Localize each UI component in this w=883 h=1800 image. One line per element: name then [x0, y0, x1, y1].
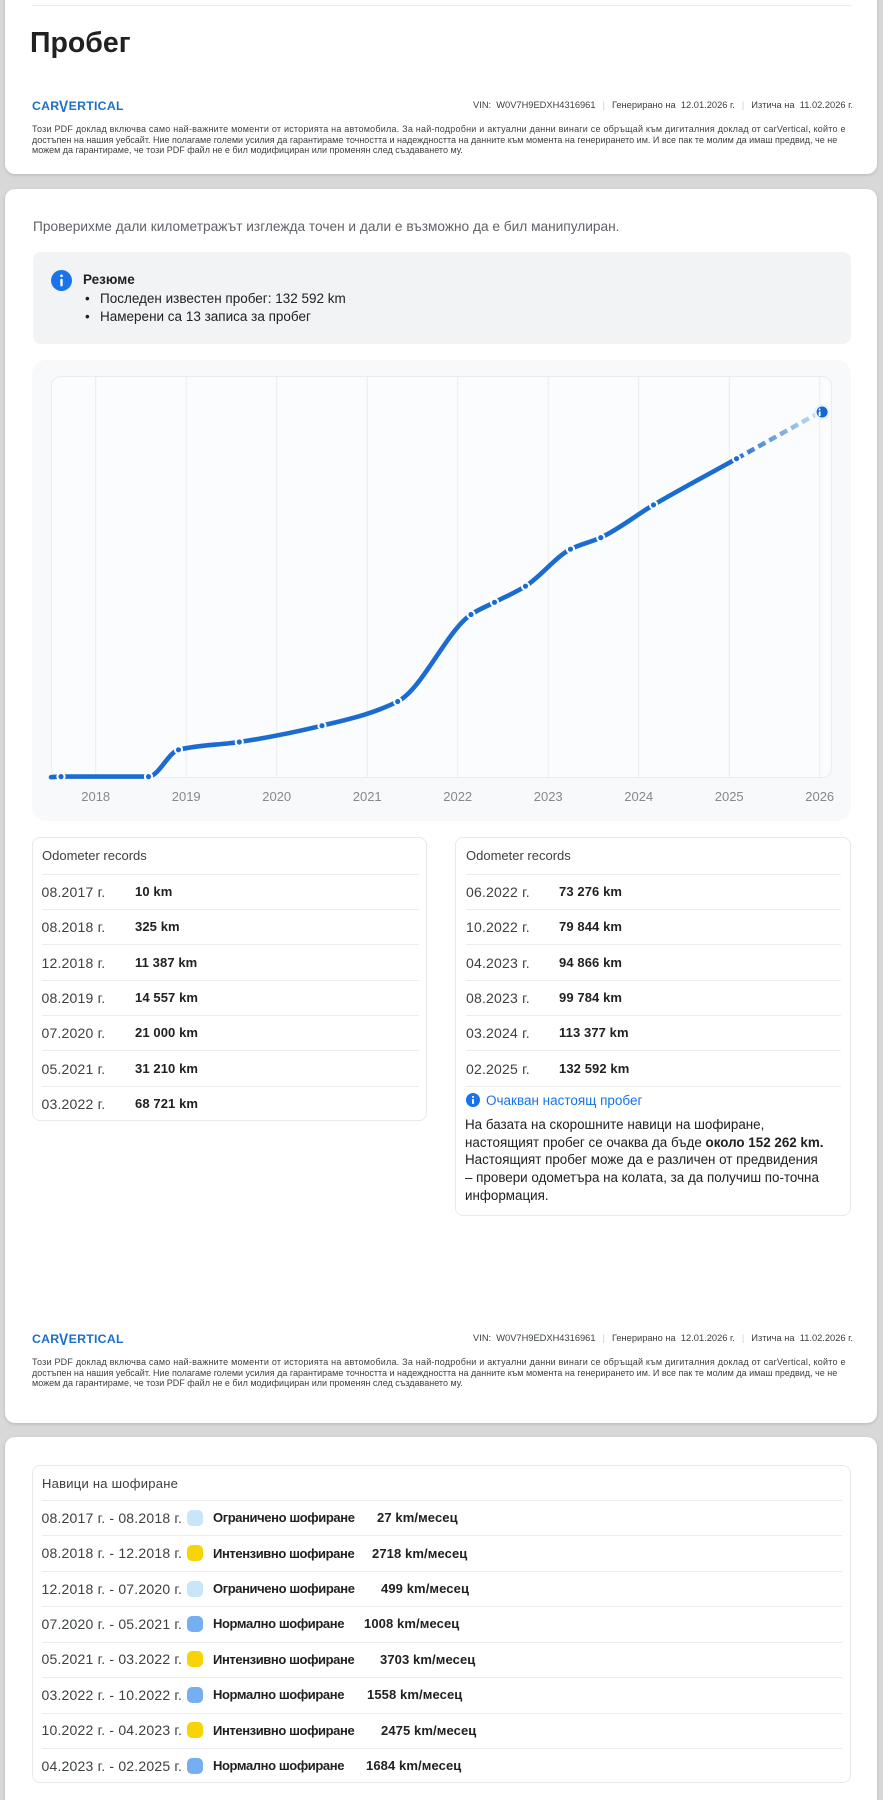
svg-text:2021: 2021 — [353, 789, 382, 804]
svg-text:2025: 2025 — [715, 789, 744, 804]
svg-text:2026: 2026 — [805, 789, 834, 804]
svg-text:2018: 2018 — [81, 789, 110, 804]
svg-text:2024: 2024 — [624, 789, 653, 804]
svg-text:2019: 2019 — [172, 789, 201, 804]
svg-text:2023: 2023 — [534, 789, 563, 804]
svg-text:2020: 2020 — [262, 789, 291, 804]
svg-text:2022: 2022 — [443, 789, 472, 804]
